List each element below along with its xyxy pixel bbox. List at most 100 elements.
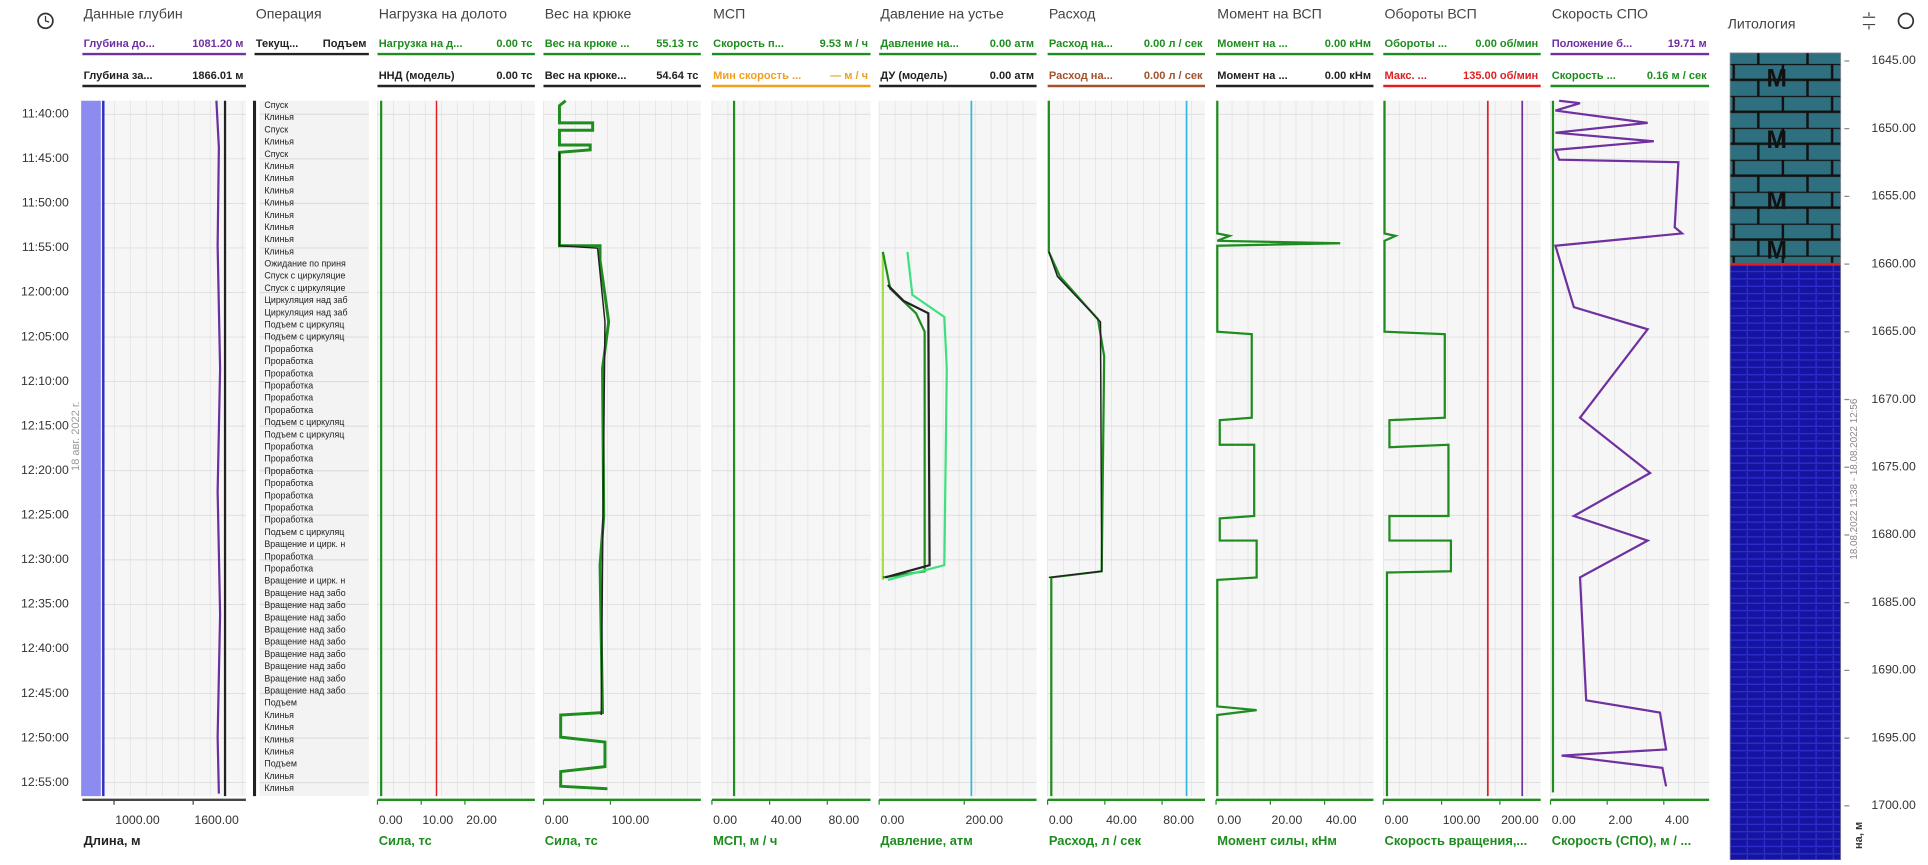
header-name: ННД (модель): [379, 70, 455, 82]
track-title: Расход: [1049, 5, 1096, 21]
plot-bg: [1550, 100, 1710, 797]
operation-label: Клинья: [264, 173, 294, 183]
x-tick-label: 40.00: [771, 813, 802, 827]
operation-label: Вращение над забо: [264, 624, 345, 634]
time-tick-label: 12:05:00: [21, 329, 69, 343]
x-tick-label: 10.00: [422, 813, 453, 827]
time-tick-label: 12:50:00: [21, 730, 69, 744]
header-value: 0.00 л / сек: [1144, 70, 1203, 82]
operation-label: Клинья: [264, 783, 294, 793]
operation-label: Подъем с циркуляц: [264, 332, 344, 342]
operation-label: Ожидание по приня: [264, 259, 346, 269]
plot-bg: [1216, 100, 1374, 797]
operation-label: Клинья: [264, 112, 294, 122]
rock-label: М: [1767, 237, 1787, 264]
time-tick-label: 12:45:00: [21, 686, 69, 700]
operation-label: Вращение над забо: [264, 673, 345, 683]
x-tick-label: 0.00: [545, 813, 569, 827]
plot-bg: [377, 100, 535, 797]
x-tick-label: 0.00: [713, 813, 737, 827]
depth-tick-label: 1650.00: [1871, 121, 1916, 135]
header-value: 0.00 тс: [496, 70, 532, 82]
x-tick-label: 4.00: [1665, 813, 1689, 827]
x-tick-label: 0.00: [1552, 813, 1576, 827]
header-name: Положение б...: [1552, 38, 1632, 50]
operation-label: Подъем с циркуляц: [264, 527, 344, 537]
x-tick-label: 0.00: [1385, 813, 1409, 827]
depth-tick-label: 1660.00: [1871, 256, 1916, 270]
x-tick-label: 0.00: [1217, 813, 1241, 827]
x-tick-label: 40.00: [1326, 813, 1357, 827]
header-name: Нагрузка на д...: [379, 38, 463, 50]
header-value: 1866.01 м: [192, 70, 243, 82]
operation-label: Вращение над забо: [264, 649, 345, 659]
operation-label: Спуск: [264, 124, 288, 134]
operation-label: Спуск: [264, 149, 288, 159]
time-tick-label: 12:25:00: [21, 508, 69, 522]
header-value: 0.00 атм: [990, 38, 1034, 50]
header-name: Давление на...: [880, 38, 958, 50]
header-value: — м / ч: [830, 70, 868, 82]
operation-label: Клинья: [264, 734, 294, 744]
operation-label: Вращение над забо: [264, 685, 345, 695]
axis-label: Момент силы, кНм: [1217, 833, 1337, 848]
track-title: МСП: [713, 5, 745, 21]
axis-label: Скорость вращения,...: [1385, 833, 1528, 848]
header-name: Момент на ...: [1217, 70, 1287, 82]
operation-label: Подъем: [264, 698, 297, 708]
header-name: Расход на...: [1049, 38, 1113, 50]
axis-label: Расход, л / сек: [1049, 833, 1142, 848]
operation-label: Клинья: [264, 185, 294, 195]
track-title: Обороты ВСП: [1385, 5, 1477, 21]
operation-label: Проработка: [264, 490, 313, 500]
operation-label: Клинья: [264, 710, 294, 720]
rock-label: М: [1767, 188, 1787, 215]
time-tick-label: 12:20:00: [21, 463, 69, 477]
operation-label: Вращение и цирк. н: [264, 576, 345, 586]
header-value: 0.00 атм: [990, 70, 1034, 82]
time-tick-label: 11:50:00: [22, 196, 69, 210]
x-tick-label: 0.00: [880, 813, 904, 827]
operation-label: Проработка: [264, 405, 313, 415]
depth-tick-label: 1690.00: [1871, 663, 1916, 677]
depth-tick-label: 1695.00: [1871, 730, 1916, 744]
operation-label: Проработка: [264, 381, 313, 391]
x-tick-label: 0.00: [1049, 813, 1073, 827]
axis-label: Сила, тс: [545, 833, 598, 848]
depth-tick-label: 1700.00: [1871, 798, 1916, 812]
settings-icons[interactable]: [1862, 12, 1915, 30]
lithology-column: [1729, 52, 1842, 861]
operation-label: Вращение над забо: [264, 600, 345, 610]
operation-label: Подъем: [264, 759, 297, 769]
x-tick-label: 2.00: [1608, 813, 1632, 827]
track-title: Момент на ВСП: [1217, 5, 1321, 21]
operation-label: Вращение над забо: [264, 637, 345, 647]
depth-tick-label: 1675.00: [1871, 460, 1916, 474]
plot-bg: [879, 100, 1037, 797]
operation-label: Проработка: [264, 478, 313, 488]
header-value: 0.00 кНм: [1325, 70, 1371, 82]
operation-label: Клинья: [264, 722, 294, 732]
clock-icon[interactable]: [37, 12, 54, 30]
header-value: 0.16 м / сек: [1647, 70, 1707, 82]
lithology-title: Литология: [1728, 15, 1796, 31]
header-name: Вес на крюке ...: [545, 38, 630, 50]
header-name: Вес на крюке...: [545, 70, 627, 82]
operation-label: Вращение над забо: [264, 588, 345, 598]
operation-label: Проработка: [264, 393, 313, 403]
header-name: Скорость п...: [713, 38, 784, 50]
header-name: Обороты ...: [1385, 38, 1448, 50]
operation-label: Спуск с циркуляцие: [264, 283, 345, 293]
depth-tick-label: 1645.00: [1871, 53, 1916, 67]
operation-label: Проработка: [264, 344, 313, 354]
time-tick-label: 11:45:00: [22, 151, 69, 165]
header-value: 9.53 м / ч: [820, 38, 868, 50]
time-tick-label: 12:35:00: [21, 597, 69, 611]
axis-label: Давление, атм: [880, 833, 972, 848]
operation-label: Клинья: [264, 137, 294, 147]
header-value: 0.00 л / сек: [1144, 38, 1203, 50]
operation-label: Проработка: [264, 466, 313, 476]
plot-bg: [82, 100, 246, 797]
operation-label: Клинья: [264, 746, 294, 756]
